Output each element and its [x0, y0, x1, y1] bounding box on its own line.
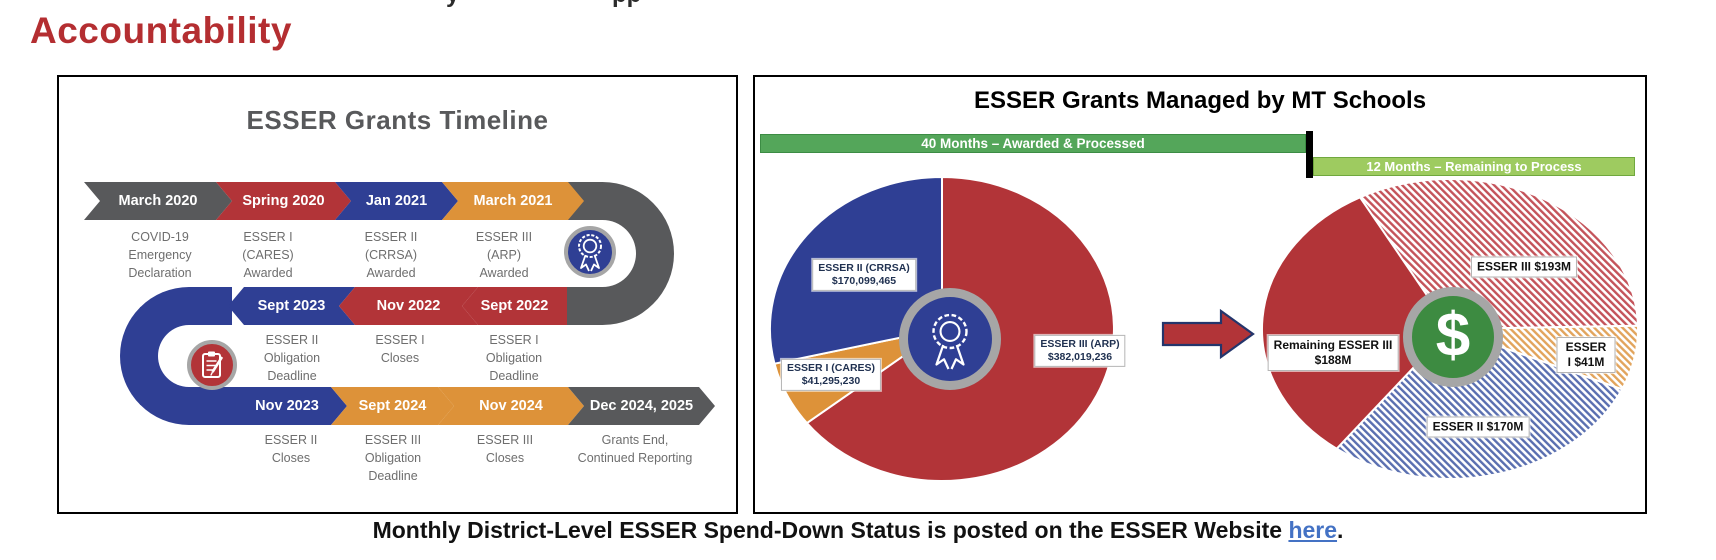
timeline-arrow-nov-2022: Nov 2022 [339, 287, 478, 325]
timeline-event-label: ESSER II Closes [264, 433, 318, 466]
timeline-event-label: ESSER III Closes [476, 433, 534, 466]
grants-panel: ESSER Grants Managed by MT Schools 40 Mo… [753, 75, 1647, 514]
months-remaining-bar: 12 Months – Remaining to Process [1313, 157, 1635, 176]
timeline-event-label: Grants End, Continued Reporting [577, 433, 693, 466]
svg-text:$: $ [1436, 301, 1470, 370]
pie-data-label-esser-ii: ESSER II $170M [1426, 416, 1530, 438]
timeline-event-label: ESSER III (ARP) Awarded [475, 230, 533, 281]
timeline-arrow-sept-2023: Sept 2023 [228, 287, 355, 325]
clipped-glyph: y [446, 0, 459, 7]
timeline-event-label: ESSER I Obligation Deadline [485, 333, 543, 384]
timeline-arrow-march-2021: March 2021 [442, 182, 584, 220]
pie-data-label-esser-ii-crrsa-: ESSER II (CRRSA) $170,099,465 [812, 258, 916, 292]
page-title: Accountability [30, 10, 292, 51]
award-ribbon-icon [899, 288, 1001, 390]
timeline-event-label: ESSER I Closes [375, 333, 425, 366]
timeline-event-label: ESSER I (CARES) Awarded [242, 230, 294, 281]
timeline-arrow-nov-2024: Nov 2024 [438, 387, 584, 425]
pie-data-label-esser-i: ESSER I $41M [1556, 337, 1616, 373]
pie-data-label-remaining-esser-iii: Remaining ESSER III $188M [1267, 335, 1399, 371]
footer-text: Monthly District-Level ESSER Spend-Down … [372, 517, 1289, 543]
right-block-arrow-icon [1161, 308, 1255, 360]
timeline-event-label: COVID-19 Emergency Declaration [128, 230, 192, 281]
timeline-arrow-jan-2021: Jan 2021 [335, 182, 458, 220]
timeline-arrow-nov-2023: Nov 2023 [227, 387, 347, 425]
pie-data-label-esser-iii-processed-remaining: ESSER III $193M [1470, 256, 1578, 278]
timeline-event-label: ESSER II (CRRSA) Awarded [364, 230, 418, 281]
timeline-event-label: ESSER III Obligation Deadline [364, 433, 422, 484]
months-awarded-bar: 40 Months – Awarded & Processed [760, 134, 1306, 153]
bars-divider [1306, 131, 1313, 178]
timeline-arrow-sept-2022: Sept 2022 [462, 287, 567, 325]
footer-period: . [1337, 517, 1344, 543]
pie-data-label-esser-iii-arp-: ESSER III (ARP) $382,019,236 [1034, 334, 1126, 368]
timeline-arrow-dec-2024-2025: Dec 2024, 2025 [568, 387, 715, 425]
award-ribbon-icon [564, 226, 616, 278]
timeline-title: ESSER Grants Timeline [246, 105, 549, 135]
clipped-previous-line: y pp [0, 0, 1716, 7]
dollar-sign-icon: $ [1403, 287, 1503, 387]
grants-panel-title: ESSER Grants Managed by MT Schools [973, 87, 1427, 114]
clipboard-pencil-icon [187, 340, 237, 390]
footer-note: Monthly District-Level ESSER Spend-Down … [0, 517, 1716, 544]
pie-slice-remaining-esser-iii [1261, 196, 1452, 450]
timeline-arrow-march-2020: March 2020 [84, 182, 232, 220]
timeline-event-label: ESSER II Obligation Deadline [263, 333, 321, 384]
pie-slice-esser-ii [1335, 327, 1624, 480]
esser-website-link[interactable]: here [1288, 517, 1338, 543]
timeline-arrow-sept-2024: Sept 2024 [331, 387, 454, 425]
timeline-arrow-spring-2020: Spring 2020 [216, 182, 351, 220]
clipped-glyph: pp [612, 0, 641, 7]
timeline-panel: ESSER Grants Timeline March 2020 COVID-19… [57, 75, 738, 514]
pie-data-label-esser-i-cares-: ESSER I (CARES) $41,295,230 [780, 358, 882, 392]
